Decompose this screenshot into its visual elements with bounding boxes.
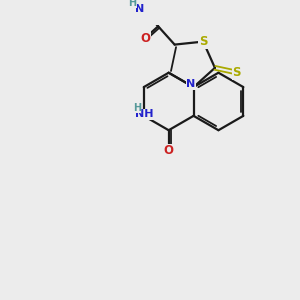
Text: N: N xyxy=(186,80,195,89)
Text: H: H xyxy=(128,0,136,8)
Text: NH: NH xyxy=(134,110,153,119)
Text: S: S xyxy=(232,66,241,79)
Text: N: N xyxy=(135,4,145,14)
Text: O: O xyxy=(164,144,174,157)
Text: O: O xyxy=(140,32,150,45)
Text: S: S xyxy=(199,35,208,48)
Text: H: H xyxy=(133,103,141,112)
